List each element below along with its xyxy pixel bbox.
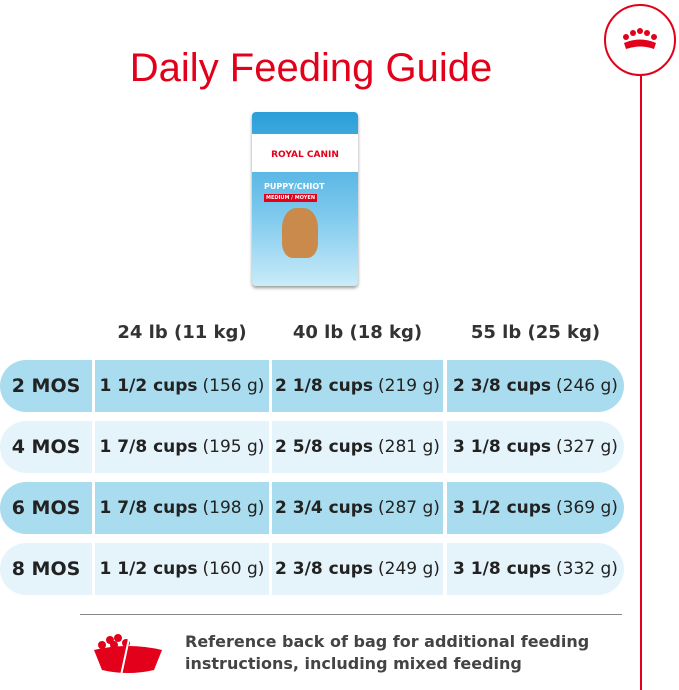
age-label: 2 MOS	[0, 360, 92, 412]
cups-amount: 2 1/8 cups	[275, 376, 374, 396]
grams-amount: (198 g)	[202, 498, 265, 518]
column-header: 40 lb (18 kg)	[292, 322, 423, 343]
feeding-amount: 3 1/8 cups (332 g)	[447, 543, 624, 595]
cups-amount: 2 3/8 cups	[275, 559, 374, 579]
feeding-amount: 2 3/8 cups (246 g)	[447, 360, 624, 412]
grams-amount: (219 g)	[378, 376, 440, 396]
table-row: 4 MOS 1 7/8 cups (195 g) 2 5/8 cups (281 g) 3…	[0, 421, 624, 473]
cups-amount: 2 5/8 cups	[275, 437, 374, 457]
product-bag-image: ROYAL CANIN PUPPY/CHIOT MEDIUM / MOYEN	[252, 112, 358, 286]
cups-amount: 3 1/8 cups	[453, 559, 552, 579]
cups-amount: 2 3/4 cups	[275, 498, 374, 518]
crown-logo-icon	[604, 4, 676, 76]
grams-amount: (249 g)	[378, 559, 440, 579]
age-label: 8 MOS	[0, 543, 92, 595]
column-header: 55 lb (25 kg)	[470, 322, 601, 343]
feeding-amount: 2 3/8 cups (249 g)	[272, 543, 443, 595]
feeding-amount: 3 1/8 cups (327 g)	[447, 421, 624, 473]
feeding-amount: 1 1/2 cups (160 g)	[95, 543, 269, 595]
grams-amount: (195 g)	[202, 437, 265, 457]
feeding-amount: 1 1/2 cups (156 g)	[95, 360, 269, 412]
cups-amount: 1 1/2 cups	[99, 559, 198, 579]
table-row: 2 MOS 1 1/2 cups (156 g) 2 1/8 cups (219 g) 2…	[0, 360, 624, 412]
cups-amount: 3 1/2 cups	[453, 498, 552, 518]
divider	[80, 614, 622, 615]
product-brand: ROYAL CANIN	[271, 150, 339, 160]
column-header: 24 lb (11 kg)	[117, 322, 247, 343]
cups-amount: 2 3/8 cups	[453, 376, 552, 396]
feeding-amount: 1 7/8 cups (198 g)	[95, 482, 269, 534]
feeding-amount: 3 1/2 cups (369 g)	[447, 482, 624, 534]
cups-amount: 3 1/8 cups	[453, 437, 552, 457]
grams-amount: (332 g)	[556, 559, 618, 579]
cups-amount: 1 7/8 cups	[99, 437, 198, 457]
cups-amount: 1 1/2 cups	[99, 376, 198, 396]
grams-amount: (156 g)	[202, 376, 265, 396]
product-size: MEDIUM / MOYEN	[264, 194, 318, 202]
feeding-note: Reference back of bag for additional fee…	[185, 632, 590, 673]
page-title: Daily Feeding Guide	[129, 46, 493, 90]
age-label: 6 MOS	[0, 482, 92, 534]
grams-amount: (369 g)	[556, 498, 618, 518]
grams-amount: (160 g)	[202, 559, 265, 579]
grams-amount: (246 g)	[556, 376, 618, 396]
grams-amount: (281 g)	[378, 437, 440, 457]
feeding-amount: 1 7/8 cups (195 g)	[95, 421, 269, 473]
feeding-amount: 2 3/4 cups (287 g)	[272, 482, 443, 534]
table-row: 8 MOS 1 1/2 cups (160 g) 2 3/8 cups (249 g) 3…	[0, 543, 624, 595]
decorative-red-line	[640, 75, 642, 690]
feeding-amount: 2 1/8 cups (219 g)	[272, 360, 443, 412]
cups-amount: 1 7/8 cups	[99, 498, 198, 518]
table-row: 6 MOS 1 7/8 cups (198 g) 2 3/4 cups (287 g) 3…	[0, 482, 624, 534]
grams-amount: (327 g)	[556, 437, 618, 457]
age-label: 4 MOS	[0, 421, 92, 473]
food-bowl-icon	[94, 633, 162, 681]
product-name: PUPPY/CHIOT	[264, 182, 325, 191]
feeding-amount: 2 5/8 cups (281 g)	[272, 421, 443, 473]
grams-amount: (287 g)	[378, 498, 440, 518]
